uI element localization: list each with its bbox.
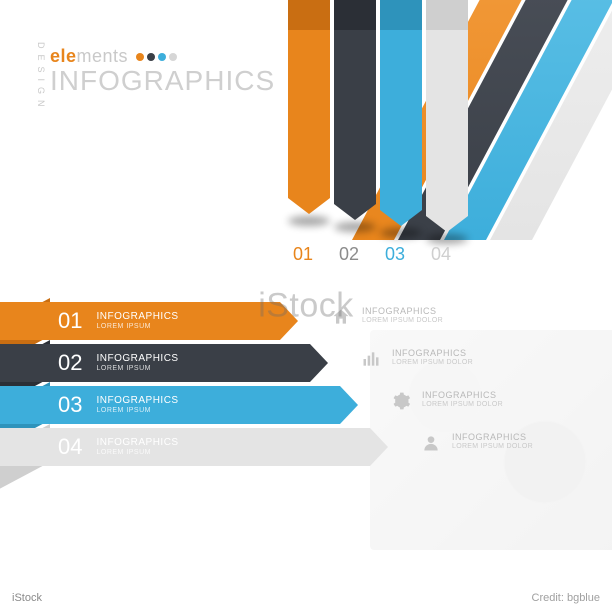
step-number: 01 <box>293 244 313 265</box>
vertical-ribbon <box>288 0 330 214</box>
header: DESIGNelementsINFOGRAPHICS <box>50 46 275 97</box>
vertical-ribbon <box>334 0 376 220</box>
info-block: INFOGRAPHICSLOREM IPSUM DOLOR <box>360 348 473 370</box>
arrow-bar: 03INFOGRAPHICSLOREM IPSUM <box>0 386 358 424</box>
step-number: 03 <box>385 244 405 265</box>
info-block: INFOGRAPHICSLOREM IPSUM DOLOR <box>330 306 443 328</box>
step-number: 02 <box>339 244 359 265</box>
info-block: INFOGRAPHICSLOREM IPSUM DOLOR <box>420 432 533 454</box>
arrow-bar: 02INFOGRAPHICSLOREM IPSUM <box>0 344 328 382</box>
info-block: INFOGRAPHICSLOREM IPSUM DOLOR <box>390 390 503 412</box>
gear-icon <box>390 390 412 412</box>
arrow-bar: 01INFOGRAPHICSLOREM IPSUM <box>0 302 298 340</box>
arrow-bar: 04INFOGRAPHICSLOREM IPSUM <box>0 428 388 466</box>
user-icon <box>420 432 442 454</box>
vertical-ribbon <box>380 0 422 226</box>
bars-icon <box>360 348 382 370</box>
home-icon <box>330 306 352 328</box>
vertical-ribbon <box>426 0 468 232</box>
footer: iStockCredit: bgblue <box>12 592 600 604</box>
step-number: 04 <box>431 244 451 265</box>
